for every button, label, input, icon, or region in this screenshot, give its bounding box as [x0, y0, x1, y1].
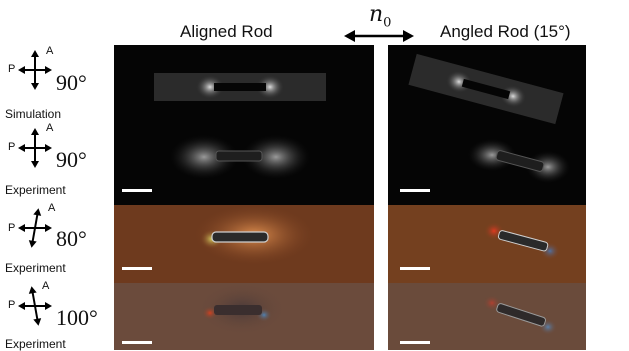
experiment-micrograph-image — [468, 139, 570, 183]
aligned-rod-title: Aligned Rod — [180, 22, 273, 41]
scale-bar — [400, 341, 430, 344]
panel-aligned-simulation — [114, 45, 374, 125]
row-label-2: Experiment — [5, 183, 66, 197]
panel-angled-simulation — [388, 45, 586, 125]
rotation-angle-3: 80° — [56, 226, 87, 251]
rotated-polarizers-icon — [18, 286, 52, 326]
simulation-intensity-image — [154, 73, 326, 101]
analyzer-a-label-4: A — [42, 280, 50, 292]
panel-aligned-experiment-80 — [114, 205, 374, 283]
experiment-micrograph-image — [114, 283, 374, 350]
scale-bar — [122, 189, 152, 192]
simulation-intensity-image — [408, 53, 564, 125]
experiment-micrograph-image — [114, 205, 374, 283]
polarizer-p-label-1: P — [8, 63, 16, 75]
row-label-3: Experiment — [5, 261, 66, 275]
analyzer-a-label-1: A — [46, 45, 54, 57]
row-label-4: Experiment — [5, 337, 66, 351]
polarizer-p-label-2: P — [8, 141, 16, 153]
rotation-angle-1: 90° — [56, 70, 87, 95]
crossed-polarizers-icon — [18, 128, 52, 168]
director-label: n0 — [369, 2, 391, 30]
panel-aligned-experiment-90 — [114, 125, 374, 205]
rotation-angle-4: 100° — [56, 305, 98, 330]
director-subscript: 0 — [383, 15, 392, 31]
panel-aligned-experiment-100 — [114, 283, 374, 350]
experiment-micrograph-image — [388, 205, 586, 283]
scale-bar — [400, 189, 430, 192]
row-label-1: Simulation — [5, 107, 62, 121]
scale-bar — [122, 267, 152, 270]
analyzer-a-label-2: A — [46, 122, 54, 134]
director-symbol: n — [369, 2, 384, 27]
rotation-angle-2: 90° — [56, 147, 87, 172]
polarizer-p-label-4: P — [8, 299, 16, 311]
analyzer-a-label-3: A — [48, 202, 56, 214]
panel-angled-experiment-80 — [388, 205, 586, 283]
experiment-micrograph-image — [388, 283, 586, 350]
panel-angled-experiment-90 — [388, 125, 586, 205]
crossed-polarizers-icon — [18, 50, 52, 90]
scale-bar — [122, 341, 152, 344]
director-double-arrow-icon — [344, 30, 414, 42]
panel-angled-experiment-100 — [388, 283, 586, 350]
experiment-micrograph-image — [170, 135, 310, 179]
scale-bar — [400, 267, 430, 270]
rotated-polarizers-icon — [18, 208, 52, 248]
polarizer-p-label-3: P — [8, 222, 16, 234]
angled-rod-title: Angled Rod (15°) — [440, 22, 571, 41]
